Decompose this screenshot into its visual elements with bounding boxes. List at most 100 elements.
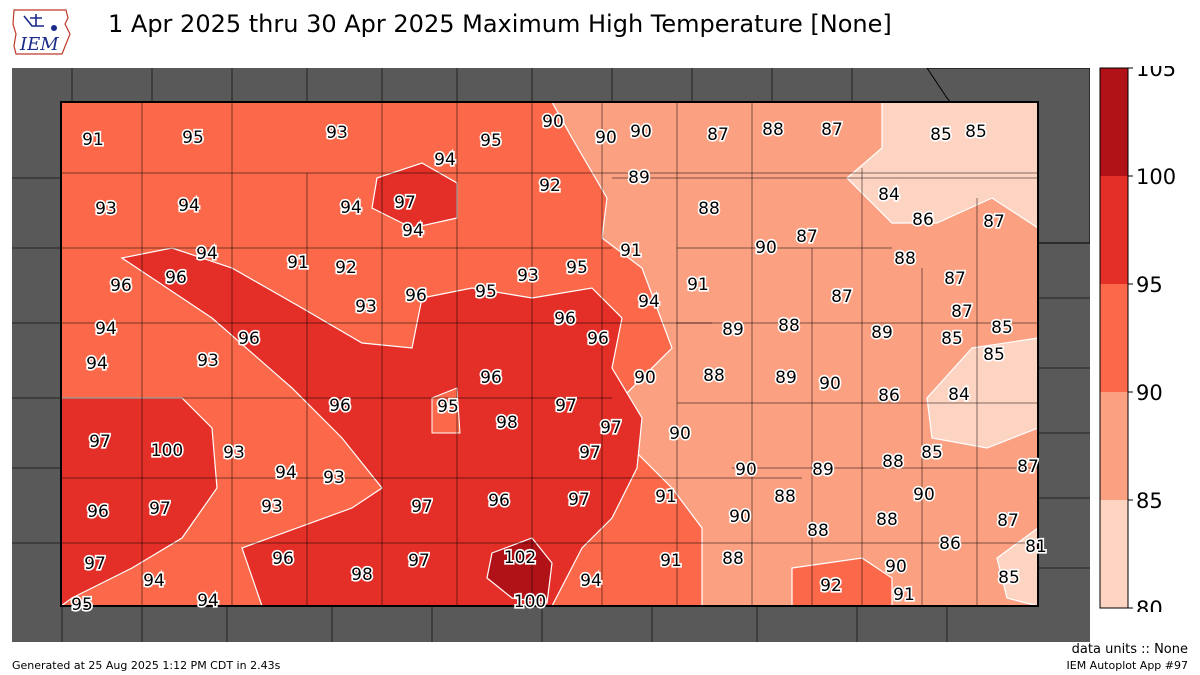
station-value: 100: [514, 592, 546, 612]
kansas-contours: [61, 102, 1038, 606]
county-boundaries: [61, 102, 1038, 606]
generated-timestamp: Generated at 25 Aug 2025 1:12 PM CDT in …: [12, 659, 281, 672]
station-value: 96: [554, 309, 576, 329]
colorbar-tick-label: 80: [1136, 597, 1163, 612]
station-value: 97: [411, 497, 433, 517]
station-value: 87: [997, 511, 1019, 531]
weather-station-icon: [23, 14, 44, 27]
station-value: 87: [1017, 457, 1039, 477]
station-value: 86: [912, 210, 934, 230]
station-value: 85: [941, 329, 963, 349]
station-value: 88: [774, 487, 796, 507]
station-value: 96: [488, 491, 510, 511]
station-value: 91: [660, 551, 682, 571]
station-value: 94: [580, 571, 602, 591]
station-value: 93: [355, 297, 377, 317]
station-value: 94: [402, 221, 424, 241]
colorbar-bin: [1100, 500, 1128, 608]
station-value: 97: [600, 418, 622, 438]
station-value: 97: [89, 432, 111, 452]
colorbar-bin: [1100, 392, 1128, 500]
station-value: 81: [1025, 537, 1047, 557]
station-value: 96: [405, 286, 427, 306]
colorbar-frame: [1099, 67, 1129, 609]
station-value: 88: [703, 366, 725, 386]
station-value: 95: [437, 397, 459, 417]
station-value: 85: [930, 125, 952, 145]
station-value: 87: [831, 287, 853, 307]
station-value: 96: [238, 329, 260, 349]
station-value: 94: [197, 591, 219, 611]
colorbar-tick-label: 85: [1136, 489, 1163, 513]
station-value: 87: [796, 227, 818, 247]
station-value: 85: [991, 318, 1013, 338]
colorbar-bin: [1100, 284, 1128, 392]
station-value: 94: [638, 292, 660, 312]
station-value: 93: [326, 123, 348, 143]
station-value: 85: [965, 122, 987, 142]
station-value: 94: [95, 319, 117, 339]
iem-logo: IEM: [12, 9, 71, 55]
colorbar-bin: [1100, 68, 1128, 176]
station-value: 94: [86, 354, 108, 374]
station-value: 94: [196, 244, 218, 264]
station-value: 94: [340, 198, 362, 218]
station-value: 97: [555, 396, 577, 416]
station-value: 93: [223, 443, 245, 463]
station-value: 88: [894, 249, 916, 269]
logo-text: IEM: [19, 34, 59, 55]
station-value: 89: [871, 323, 893, 343]
station-value: 88: [807, 521, 829, 541]
station-value: 88: [778, 316, 800, 336]
station-value: 88: [722, 549, 744, 569]
station-value: 89: [628, 168, 650, 188]
station-value: 91: [655, 487, 677, 507]
station-value: 96: [165, 268, 187, 288]
station-value: 90: [819, 374, 841, 394]
station-value: 88: [882, 452, 904, 472]
station-value: 90: [885, 557, 907, 577]
station-value: 88: [876, 510, 898, 530]
temperature-map: 91 95 93 95 90 90 90 87 88 87 85 85 94 9…: [12, 68, 1090, 642]
station-value: 90: [595, 128, 617, 148]
station-value: 97: [394, 193, 416, 213]
station-value: 86: [878, 386, 900, 406]
station-value: 96: [272, 549, 294, 569]
station-value: 90: [755, 238, 777, 258]
station-value: 97: [579, 443, 601, 463]
station-value: 97: [149, 499, 171, 519]
station-value: 94: [434, 150, 456, 170]
station-value: 94: [275, 463, 297, 483]
page-title: 1 Apr 2025 thru 30 Apr 2025 Maximum High…: [108, 10, 892, 38]
station-value: 94: [143, 571, 165, 591]
station-value: 87: [821, 120, 843, 140]
station-value: 98: [351, 565, 373, 585]
station-value: 95: [475, 282, 497, 302]
colorbar: 80 85 90 95 100 105: [1099, 66, 1176, 612]
station-value: 95: [480, 131, 502, 151]
station-value: 92: [335, 258, 357, 278]
station-value: 97: [408, 551, 430, 571]
app-label: IEM Autoplot App #97: [1066, 659, 1189, 672]
station-value: 90: [542, 112, 564, 132]
kansas-border: [60, 101, 1039, 607]
station-value: 90: [669, 424, 691, 444]
station-value: 84: [948, 385, 970, 405]
station-value: 98: [496, 413, 518, 433]
station-value: 90: [913, 485, 935, 505]
station-value: 86: [939, 534, 961, 554]
station-value: 96: [110, 276, 132, 296]
station-value: 95: [71, 595, 93, 615]
station-value: 92: [820, 576, 842, 596]
colorbar-tick-label: 95: [1136, 273, 1163, 297]
station-value: 93: [95, 199, 117, 219]
station-value: 90: [630, 122, 652, 142]
station-value: 97: [84, 554, 106, 574]
station-value: 92: [539, 176, 561, 196]
colorbar-bin: [1100, 176, 1128, 284]
station-value: 93: [261, 497, 283, 517]
station-value: 95: [566, 258, 588, 278]
station-value: 87: [707, 125, 729, 145]
station-value: 87: [944, 269, 966, 289]
station-value: 90: [735, 460, 757, 480]
